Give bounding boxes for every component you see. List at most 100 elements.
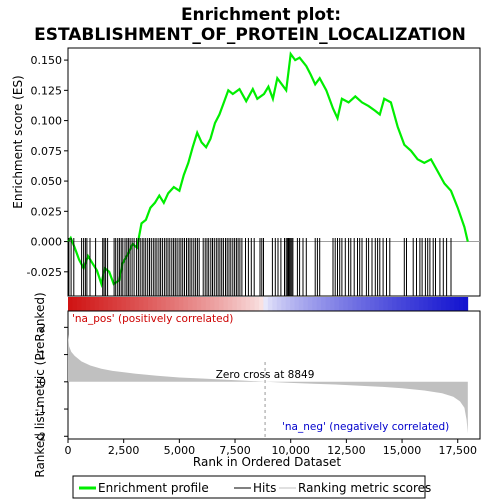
color-bar-segment: [405, 297, 411, 311]
color-bar-segment: [343, 297, 349, 311]
chart-title: Enrichment plot:: [181, 5, 341, 25]
color-bar-segment: [90, 297, 96, 311]
color-bar-segment: [254, 297, 260, 311]
rank-panel: -2 -1 0 1 2 'na_pos' (positively correlated)…: [33, 292, 481, 478]
x-tick-label: 10,000: [271, 444, 310, 457]
es-y-tick-label: -0.025: [27, 266, 62, 279]
color-bar-segment: [94, 297, 100, 311]
x-tick-label: 7,500: [219, 444, 251, 457]
x-axis: 0 2,500 5,000 7,500 10,000 12,500 15,000 17,500: [65, 439, 477, 457]
color-bar-segment: [99, 297, 104, 311]
color-bar-segment: [418, 297, 424, 311]
color-bar-segment: [352, 297, 358, 311]
color-bar-segment: [223, 297, 229, 311]
x-tick-label: 12,500: [327, 444, 366, 457]
color-bar-segment: [365, 297, 371, 311]
positive-correlation-label: 'na_pos' (positively correlated): [72, 313, 233, 325]
color-bar-segment: [445, 297, 451, 311]
color-bar-segment: [263, 297, 269, 311]
color-bar-segment: [68, 297, 73, 311]
zero-cross-label: Zero cross at 8849: [216, 369, 315, 381]
color-bar-segment: [285, 297, 291, 311]
color-bar-segment: [152, 297, 158, 311]
color-bar-segment: [227, 297, 233, 311]
color-bar-segment: [423, 297, 429, 311]
color-bar-segment: [241, 297, 247, 311]
color-bar-segment: [210, 297, 215, 311]
color-bar-segment: [107, 297, 113, 311]
color-bar-segment: [72, 297, 78, 311]
color-bar-segment: [396, 297, 402, 311]
es-y-axis: -0.025 0.000 0.025 0.050 0.075 0.100 0.125 0.15…: [27, 54, 68, 279]
color-bar-segment: [325, 297, 331, 311]
rank-y-tick-label: 1: [39, 349, 46, 362]
rank-y-axis-label: Ranked list metric (PreRanked): [33, 292, 47, 477]
color-bar-segment: [192, 297, 198, 311]
color-bar-segment: [432, 297, 438, 311]
color-bar-segment: [374, 297, 380, 311]
color-bar-segment: [196, 297, 202, 311]
color-bar-segment: [250, 297, 255, 311]
es-y-tick-label: 0.150: [31, 54, 63, 67]
color-bar-segment: [458, 297, 464, 311]
color-bar-segment: [272, 297, 278, 311]
color-bar-segment: [307, 297, 313, 311]
color-bar-segment: [298, 297, 304, 311]
es-y-tick-label: 0.075: [31, 145, 63, 158]
color-bar-segment: [387, 297, 393, 311]
color-bar-segment: [187, 297, 193, 311]
color-bar-segment: [370, 297, 375, 311]
color-bar-segment: [414, 297, 420, 311]
color-bar-segment: [321, 297, 327, 311]
es-y-axis-label: Enrichment score (ES): [11, 75, 25, 208]
color-bar-segment: [125, 297, 131, 311]
es-y-tick-label: 0.125: [31, 84, 63, 97]
color-bar-segment: [161, 297, 167, 311]
color-bar-segment: [401, 297, 406, 311]
es-y-tick-label: 0.050: [31, 175, 63, 188]
x-tick-label: 0: [65, 444, 72, 457]
color-bar-segment: [427, 297, 433, 311]
x-tick-label: 17,500: [438, 444, 477, 457]
color-bar-segment: [116, 297, 122, 311]
es-y-tick-label: 0.025: [31, 205, 63, 218]
color-bar-segment: [85, 297, 91, 311]
color-bar-segment: [378, 297, 384, 311]
color-bar-segment: [143, 297, 149, 311]
color-bar-segment: [236, 297, 242, 311]
rank-y-tick-label: -2: [35, 430, 46, 443]
color-bar-segment: [303, 297, 309, 311]
x-axis-label: Rank in Ordered Dataset: [193, 455, 341, 469]
x-tick-label: 2,500: [108, 444, 140, 457]
es-y-tick-label: 0.100: [31, 115, 63, 128]
color-bar-segment: [276, 297, 282, 311]
color-bar-segment: [334, 297, 340, 311]
color-bar-segment: [347, 297, 353, 311]
legend: Enrichment profile Hits Ranking metric s…: [72, 475, 431, 499]
color-bar-segment: [232, 297, 238, 311]
rank-y-axis: -2 -1 0 1 2: [35, 321, 68, 443]
color-bar-segment: [312, 297, 318, 311]
color-bar-segment: [201, 297, 207, 311]
rank-y-tick-label: 0: [39, 376, 46, 389]
legend-hits-label: Hits: [253, 481, 276, 495]
color-bar-segment: [392, 297, 398, 311]
color-bar-segment: [258, 297, 264, 311]
color-bar-segment: [436, 297, 442, 311]
negative-correlation-label: 'na_neg' (negatively correlated): [282, 421, 449, 433]
color-bar-segment: [179, 297, 184, 311]
rank-y-tick-label: -1: [35, 403, 46, 416]
color-bar-segment: [76, 297, 82, 311]
color-bar-segment: [441, 297, 446, 311]
chart-subtitle: ESTABLISHMENT_OF_PROTEIN_LOCALIZATION: [34, 25, 466, 45]
x-tick-label: 15,000: [383, 444, 422, 457]
color-bar-segment: [294, 297, 300, 311]
legend-box: [72, 475, 426, 499]
x-tick-label: 5,000: [164, 444, 196, 457]
ranking-metric-area: [68, 334, 468, 434]
color-bar-segment: [356, 297, 362, 311]
legend-enrichment-label: Enrichment profile: [98, 481, 209, 495]
color-bar-segment: [170, 297, 175, 311]
rank-y-tick-label: 2: [39, 321, 46, 334]
